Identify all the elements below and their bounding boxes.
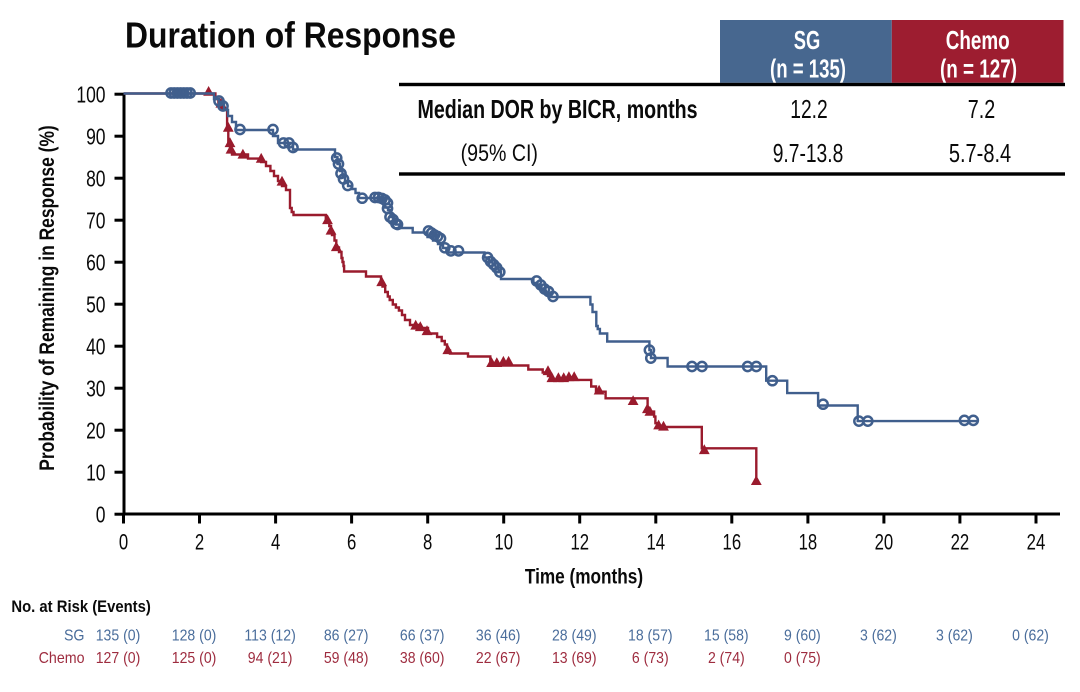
svg-text:100: 100	[76, 83, 105, 108]
svg-text:80: 80	[86, 167, 105, 192]
svg-text:(n = 135): (n = 135)	[770, 55, 846, 84]
svg-text:SG: SG	[794, 26, 821, 55]
svg-text:86 (27): 86 (27)	[324, 627, 369, 645]
svg-text:128 (0): 128 (0)	[172, 627, 217, 645]
svg-text:10: 10	[494, 530, 513, 555]
svg-text:Median DOR by BICR, months: Median DOR by BICR, months	[417, 94, 697, 123]
svg-text:113 (12): 113 (12)	[244, 627, 295, 645]
svg-text:36 (46): 36 (46)	[476, 627, 521, 645]
svg-text:127 (0): 127 (0)	[96, 649, 141, 667]
svg-text:60: 60	[86, 251, 105, 276]
svg-text:Duration of Response: Duration of Response	[125, 16, 456, 56]
svg-text:14: 14	[646, 530, 665, 555]
svg-text:SG: SG	[64, 627, 85, 645]
svg-text:12: 12	[570, 530, 589, 555]
svg-text:10: 10	[86, 461, 105, 486]
svg-text:20: 20	[86, 419, 105, 444]
svg-text:22: 22	[951, 530, 970, 555]
svg-text:No. at Risk (Events): No. at Risk (Events)	[11, 598, 150, 616]
svg-text:2: 2	[195, 530, 204, 555]
svg-text:135 (0): 135 (0)	[96, 627, 141, 645]
svg-text:Chemo: Chemo	[39, 649, 85, 667]
svg-text:125 (0): 125 (0)	[172, 649, 217, 667]
svg-text:8: 8	[423, 530, 432, 555]
svg-text:5.7-8.4: 5.7-8.4	[949, 138, 1011, 167]
svg-text:18: 18	[799, 530, 818, 555]
svg-text:70: 70	[86, 209, 105, 234]
svg-text:0: 0	[119, 530, 128, 555]
svg-text:13 (69): 13 (69)	[552, 649, 597, 667]
svg-text:15 (58): 15 (58)	[704, 627, 749, 645]
svg-text:9.7-13.8: 9.7-13.8	[773, 138, 844, 168]
svg-text:18 (57): 18 (57)	[628, 627, 673, 645]
svg-text:0 (75): 0 (75)	[784, 649, 821, 667]
svg-text:22 (67): 22 (67)	[476, 649, 521, 667]
svg-text:94 (21): 94 (21)	[248, 649, 293, 667]
svg-text:Probability of Remaining in Re: Probability of Remaining in Response (%)	[37, 125, 60, 470]
svg-text:6: 6	[347, 530, 356, 555]
svg-text:6 (73): 6 (73)	[632, 649, 669, 667]
svg-text:30: 30	[86, 377, 105, 402]
svg-text:0 (62): 0 (62)	[1012, 627, 1049, 645]
svg-text:28 (49): 28 (49)	[552, 627, 597, 645]
svg-text:12.2: 12.2	[790, 94, 827, 124]
svg-text:40: 40	[86, 335, 105, 360]
svg-text:50: 50	[86, 293, 105, 318]
svg-text:(95% CI): (95% CI)	[461, 139, 538, 167]
svg-text:7.2: 7.2	[968, 94, 995, 123]
svg-text:9 (60): 9 (60)	[784, 627, 821, 645]
svg-text:3 (62): 3 (62)	[860, 627, 897, 645]
svg-text:24: 24	[1027, 530, 1046, 555]
svg-text:16: 16	[723, 530, 742, 555]
svg-text:38 (60): 38 (60)	[400, 649, 445, 667]
svg-text:59 (48): 59 (48)	[324, 649, 369, 667]
svg-text:90: 90	[86, 125, 105, 150]
svg-text:(n = 127): (n = 127)	[940, 55, 1017, 83]
svg-text:3 (62): 3 (62)	[936, 627, 973, 645]
svg-text:20: 20	[875, 530, 894, 555]
svg-text:0: 0	[96, 503, 106, 528]
svg-text:Chemo: Chemo	[946, 26, 1010, 54]
svg-text:2 (74): 2 (74)	[708, 649, 745, 667]
svg-text:66 (37): 66 (37)	[400, 627, 445, 645]
svg-text:Time (months): Time (months)	[525, 566, 643, 589]
svg-text:4: 4	[271, 530, 280, 555]
